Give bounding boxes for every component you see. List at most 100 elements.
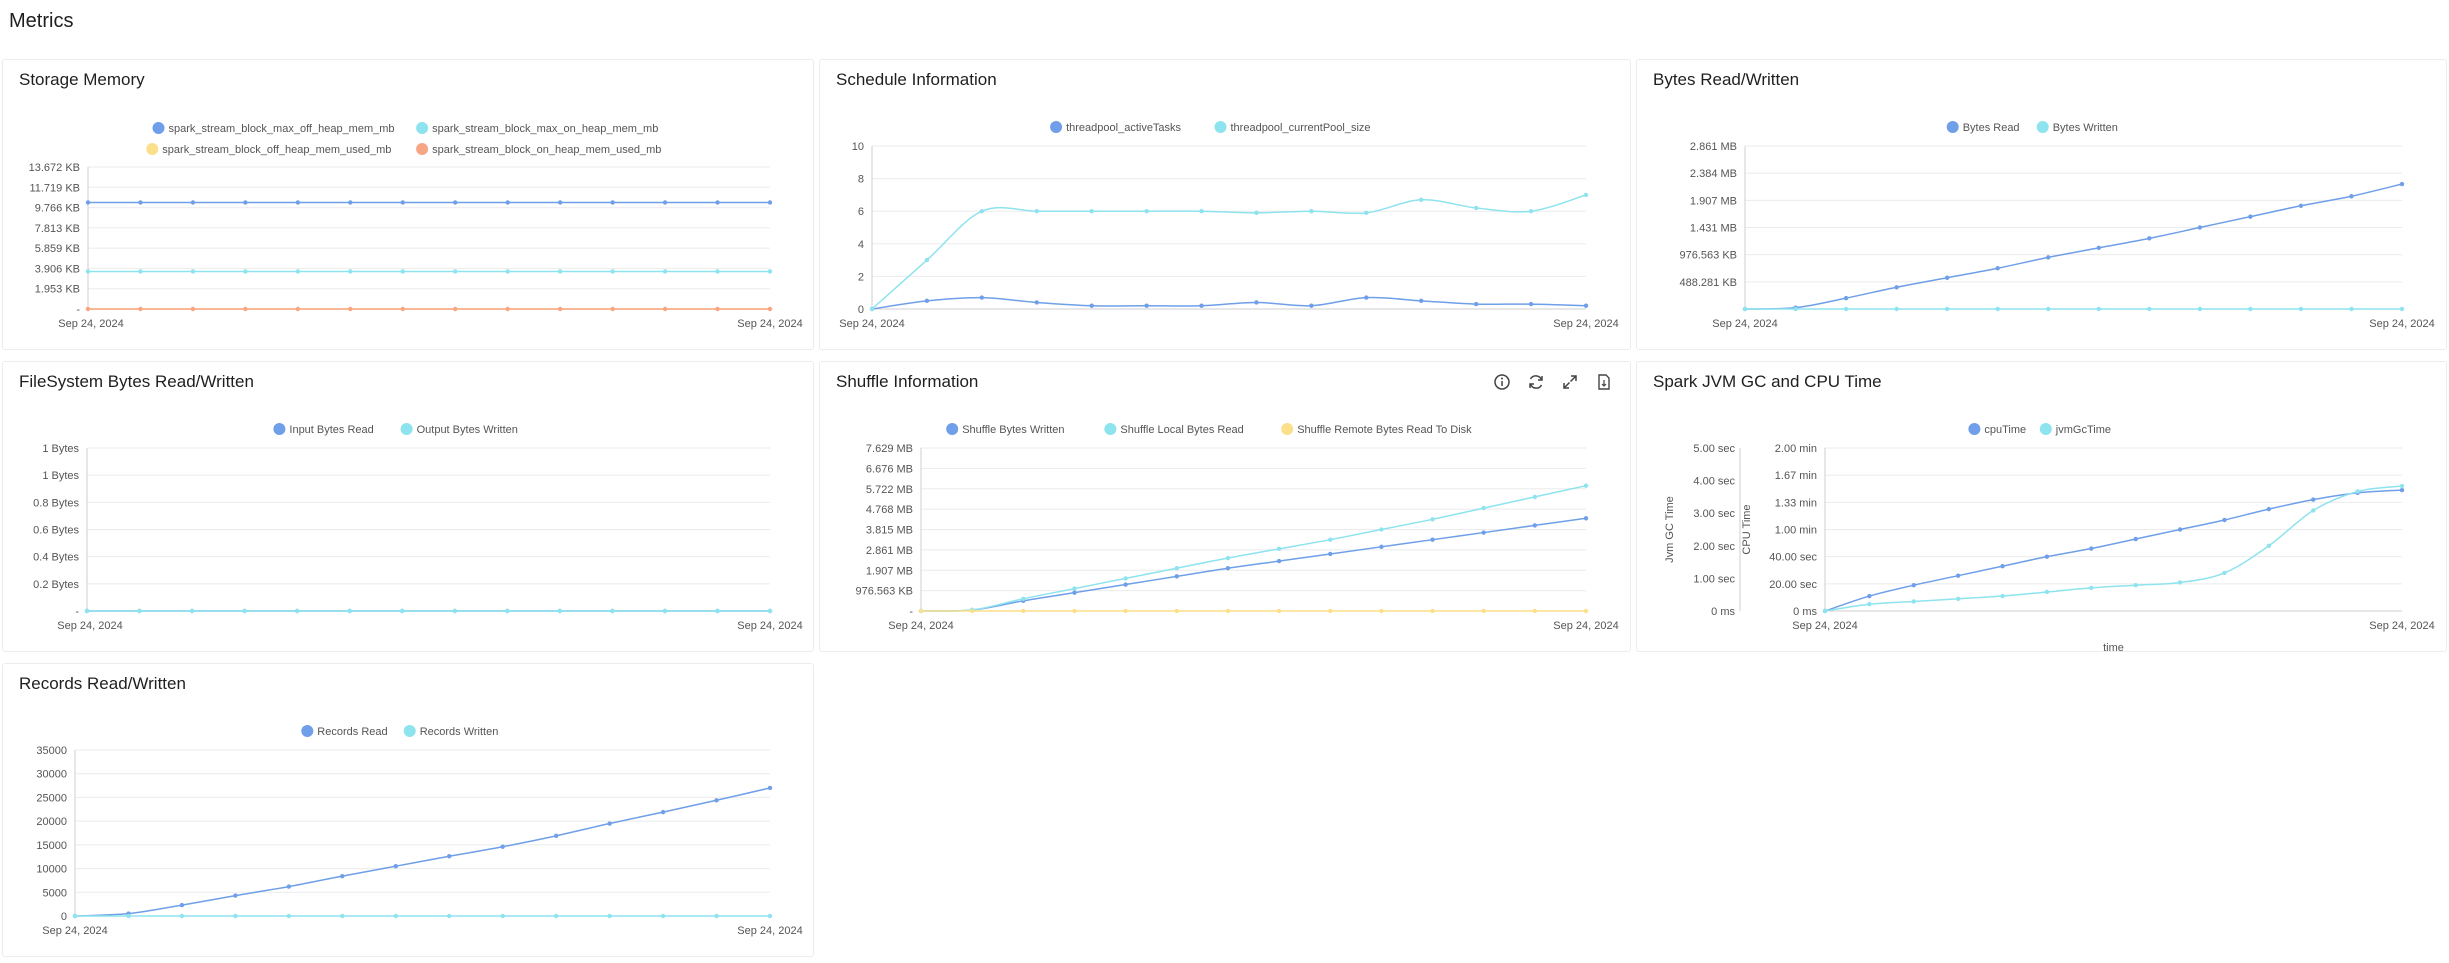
refresh-icon[interactable] <box>1526 372 1546 392</box>
data-point <box>500 844 505 849</box>
data-point <box>2311 508 2316 513</box>
data-point <box>1021 596 1026 601</box>
x-axis-labels: Sep 24, 2024 Sep 24, 2024 <box>1792 620 2434 632</box>
y-tick-label: 7.629 MB <box>866 443 913 455</box>
data-point <box>714 798 719 803</box>
data-point <box>295 269 301 274</box>
x-tick-label: Sep 24, 2024 <box>737 925 802 937</box>
y-tick-label: 0.4 Bytes <box>33 552 79 564</box>
data-point <box>2399 483 2405 489</box>
data-point <box>295 200 301 205</box>
data-point <box>72 913 78 919</box>
legend-marker <box>1050 121 1063 133</box>
y-tick-label: 13.672 KB <box>29 162 80 174</box>
data-point <box>2089 585 2094 591</box>
info-icon[interactable] <box>1492 372 1512 392</box>
card-title: Schedule Information <box>836 70 997 89</box>
legend-label: spark_stream_block_max_on_heap_mem_mb <box>432 123 658 135</box>
data-point <box>715 269 720 274</box>
expand-icon[interactable] <box>1560 372 1580 392</box>
series-Output Bytes Written <box>84 608 773 614</box>
y-tick-label: 1 Bytes <box>42 443 79 455</box>
series-line <box>871 296 1587 310</box>
series-line <box>920 517 1587 612</box>
data-point <box>393 864 398 869</box>
data-point <box>1583 483 1589 488</box>
series-line <box>1824 489 2403 612</box>
data-point <box>607 821 612 826</box>
data-point <box>2147 306 2152 312</box>
data-point <box>1843 295 1849 301</box>
filesystem-bytes-card: FileSystem Bytes Read/Written Input Byte… <box>2 361 814 652</box>
data-point <box>2044 589 2050 595</box>
data-point <box>505 269 510 274</box>
legend-marker <box>1968 423 1981 435</box>
data-point <box>340 913 345 919</box>
data-point <box>400 608 405 614</box>
legend-label: Records Read <box>317 726 387 738</box>
data-point <box>393 913 398 919</box>
data-point <box>347 608 352 614</box>
y-tick-label: 6.676 MB <box>866 463 913 475</box>
csv-export-icon[interactable] <box>1594 372 1614 392</box>
data-point <box>1174 574 1179 579</box>
data-point <box>138 269 143 274</box>
data-point <box>2349 194 2354 199</box>
data-point <box>1328 551 1333 557</box>
data-point <box>979 295 985 300</box>
data-point <box>660 809 666 815</box>
y-tick-label: 1.907 MB <box>1690 195 1737 207</box>
data-point <box>1199 209 1204 214</box>
chart-toolbar <box>1492 372 1614 392</box>
storage-memory-card: Storage Memory spark_stream_block_max_of… <box>2 59 814 350</box>
data-point <box>610 200 615 205</box>
y-tick-label: 6 <box>858 206 864 218</box>
chart-grid <box>86 447 770 612</box>
data-point <box>1174 566 1179 571</box>
legend-marker <box>416 122 429 134</box>
x-tick-label: Sep 24, 2024 <box>58 318 123 330</box>
data-point <box>715 608 720 614</box>
y-tick-label: 1.00 sec <box>1693 573 1735 585</box>
legend-item: Bytes Read <box>1946 121 2020 134</box>
data-point <box>1867 593 1872 599</box>
data-point <box>452 608 457 614</box>
data-point <box>2248 306 2253 312</box>
page-title: Metrics <box>9 10 74 32</box>
legend-item: spark_stream_block_on_heap_mem_used_mb <box>416 143 661 156</box>
data-point <box>85 306 91 312</box>
y-tick-label: 5.722 MB <box>866 484 913 496</box>
data-point <box>1430 608 1435 614</box>
x-axis-labels: Sep 24, 2024 Sep 24, 2024 <box>42 925 802 937</box>
data-point <box>1021 608 1026 614</box>
data-point <box>1944 306 1950 312</box>
y-tick-label: - <box>909 606 913 618</box>
data-point <box>1532 523 1538 528</box>
y-tick-label: 15000 <box>36 840 67 852</box>
y-tick-label: - <box>75 606 79 618</box>
data-point <box>1532 608 1538 614</box>
series-threadpool_currentPool_size <box>869 192 1589 312</box>
data-point <box>500 913 505 919</box>
data-point <box>1072 586 1077 591</box>
data-point <box>1742 306 1748 312</box>
card-title: FileSystem Bytes Read/Written <box>19 372 254 391</box>
legend-label: Shuffle Remote Bytes Read To Disk <box>1297 424 1472 436</box>
legend-label: spark_stream_block_on_heap_mem_used_mb <box>432 144 661 156</box>
legend-label: Shuffle Bytes Written <box>962 424 1064 436</box>
data-point <box>2044 554 2050 559</box>
bytes-read-written-chart: Bytes Read Bytes Written 488.281 KB 976.563… <box>1680 121 2435 330</box>
legend-label: Bytes Written <box>2053 122 2118 134</box>
legend-label: threadpool_activeTasks <box>1066 122 1181 134</box>
data-point <box>243 200 248 205</box>
data-point <box>1123 576 1128 581</box>
x-tick-label: Sep 24, 2024 <box>839 318 904 330</box>
series-Bytes Written <box>1742 306 2405 312</box>
x-axis-labels: Sep 24, 2024 Sep 24, 2024 <box>58 318 802 330</box>
data-point <box>1894 306 1899 312</box>
legend-item: Shuffle Remote Bytes Read To Disk <box>1281 423 1472 436</box>
y-tick-label: 3.815 MB <box>866 525 913 537</box>
y-tick-label: 2.00 min <box>1775 443 1817 455</box>
x-tick-label: Sep 24, 2024 <box>57 620 122 632</box>
x-tick-label: Sep 24, 2024 <box>888 620 953 632</box>
